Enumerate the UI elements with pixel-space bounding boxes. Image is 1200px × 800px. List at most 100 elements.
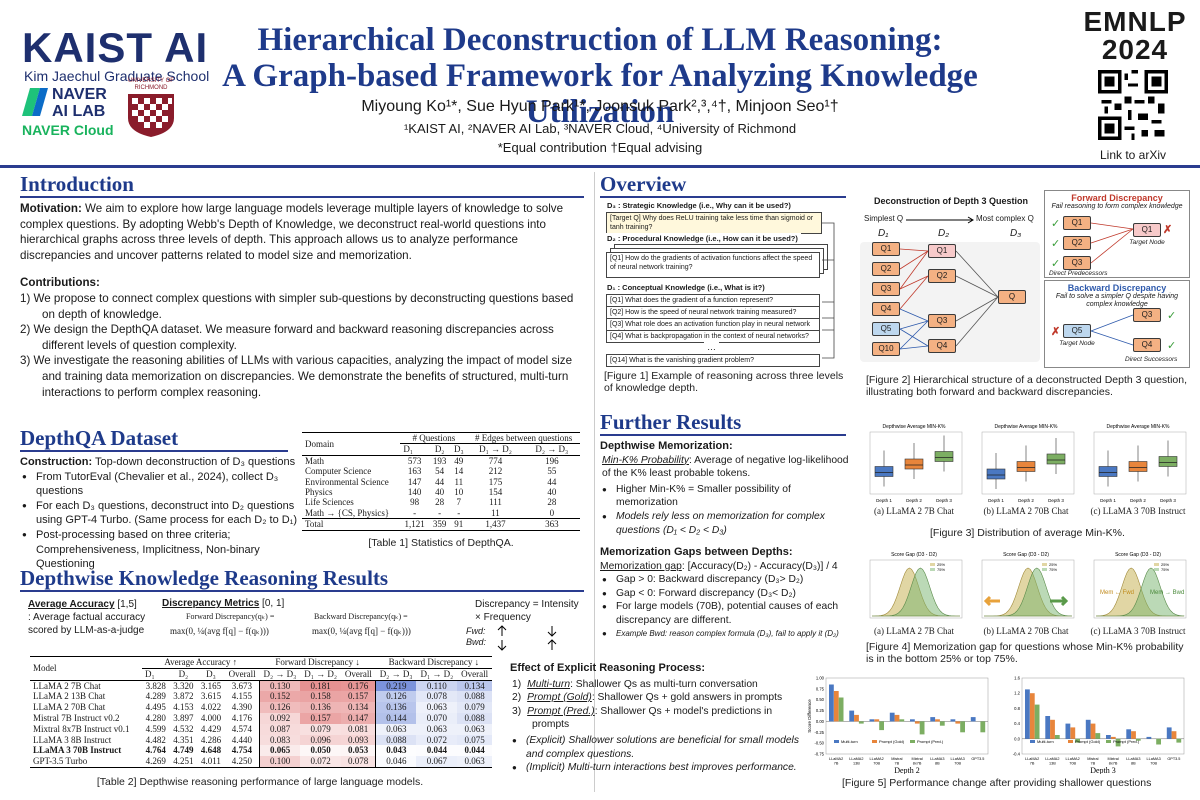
- t1-cell: Computer Science: [305, 466, 372, 477]
- fig5-xtick: Mistral: [891, 757, 902, 761]
- t2-cell: 0.063: [457, 723, 492, 735]
- fig5-xtick: LLaMA2: [849, 757, 863, 761]
- explicit-item: 1) Multi-turn: Shallower Qs as multi-turn…: [512, 678, 800, 692]
- figure-5-caption: [Figure 5] Performance change after prov…: [842, 777, 1152, 789]
- memorization-block: Depthwise Memorization: Min-K% Probabili…: [600, 440, 850, 537]
- ellipsis: …: [704, 342, 719, 353]
- fig5-bar-chart: 1.00 0.75 0.50 0.25 0.00 -0.25 -0.50 -0.75 LLaMA…: [807, 676, 989, 774]
- contribution-item: 3) We investigate the reasoning abilitie…: [20, 354, 573, 399]
- t1-cell: 175: [488, 476, 503, 487]
- t2-cell: 4.250: [224, 756, 260, 768]
- arxiv-qr-code[interactable]: [1098, 70, 1168, 140]
- t2-row: GPT-3.5 Turbo 4.269 4.251 4.011 4.250 0.100 0.…: [30, 756, 492, 768]
- t2-cell: 0.044: [464, 745, 485, 756]
- fig5-bar: [879, 721, 884, 731]
- t2-cell: 0.110: [416, 680, 458, 692]
- t2-cell: 0.046: [376, 756, 417, 767]
- t1-cell: 10: [454, 487, 464, 498]
- t2-cell: 4.574: [224, 723, 260, 735]
- gap-bullet: Gap > 0: Backward discrepancy (D₃> D₂): [600, 573, 852, 587]
- t2-cell: 4.011: [201, 756, 221, 767]
- d3-label: D₃: [1010, 228, 1022, 239]
- kaist-subtitle: Kim Jaechul Graduate School: [24, 68, 210, 84]
- figure-5: 1.00 0.75 0.50 0.25 0.00 -0.25 -0.50 -0.75 LLaMA…: [806, 674, 1196, 778]
- t1-sub: D₁: [403, 444, 413, 455]
- naver-line2: AI LAB: [52, 103, 106, 120]
- t2-cell: 0.067: [416, 756, 458, 768]
- fig5-bar: [1095, 733, 1101, 739]
- t1-cell: Physics: [305, 487, 333, 498]
- gap-label: Memorization gap: [600, 560, 682, 572]
- t1-cell: 54: [435, 466, 445, 477]
- t2-header-acc: Average Accuracy ↑: [142, 656, 260, 669]
- fig5-bar: [1090, 723, 1096, 739]
- naver-shape-icon: [22, 88, 48, 116]
- fig5-legend-entry: Multi-turn: [1037, 739, 1054, 744]
- fig5-bar: [833, 691, 839, 722]
- further-results-title: Further Results: [600, 410, 742, 434]
- t2-row: LLaMA 2 13B Chat 4.289 3.872 3.615 4.155 0.15…: [30, 691, 492, 703]
- fig3-title: Depthwise Average MIN-K%: [995, 424, 1059, 430]
- mem-bullet: Models rely less on memorization for com…: [600, 510, 850, 537]
- strategic-label: D₃ : Strategic Knowledge (i.e., Why can …: [604, 200, 794, 211]
- fig5-bar: [874, 719, 880, 722]
- t2-cell: LLaMA 2 7B Chat: [33, 680, 101, 691]
- t1-cell: 193: [432, 455, 447, 466]
- fig5-ylabel: Score Difference: [807, 699, 812, 733]
- naver-line1: NAVER: [52, 86, 107, 103]
- t2-cell: Mixtral 8x7B Instruct v0.1: [33, 723, 130, 734]
- fig4-density: Score Gap (D3 - D2)25%75% Mem ← Fwd Mem → …: [1093, 552, 1187, 619]
- t2-cell: 4.153: [173, 702, 194, 713]
- t1-row: Math → {CS, Physics} - - - 11 0: [302, 508, 580, 519]
- fig5-ytick: 0.0: [1014, 736, 1020, 741]
- t1-row: Computer Science 163 54 14 212 55: [302, 466, 580, 476]
- t2-cell: 0.136: [300, 702, 341, 713]
- fig4-density: Score Gap (D3 - D2)25%75%: [869, 552, 963, 619]
- t2-cell: Mistral 7B Instruct v0.2: [33, 712, 120, 723]
- t2-cell: 4.286: [200, 734, 222, 745]
- t1-cell: 154: [488, 487, 503, 498]
- t1-cell: 774: [488, 455, 503, 466]
- fig5-bar: [869, 719, 875, 722]
- title-line-2: A Graph-based Framework for Analyzing Kn…: [222, 58, 978, 130]
- fig5-bar: [914, 721, 920, 724]
- t2-cell: 3.897: [173, 712, 194, 723]
- fig5-bar: [858, 721, 864, 724]
- fig5-bar: [1029, 693, 1035, 739]
- dataset-divider: [20, 450, 288, 452]
- complexity-arrow: [906, 216, 974, 224]
- svg-text:Depth 3: Depth 3: [1160, 498, 1176, 503]
- t1-cell: 7: [456, 497, 462, 508]
- t1-cell: 55: [547, 466, 557, 477]
- svg-text:Depth 2: Depth 2: [906, 498, 922, 503]
- fig5-legend-entry: Prompt (Pred.): [917, 739, 944, 744]
- fig5-bar: [1176, 738, 1182, 743]
- t2-cell: 3.828: [145, 680, 166, 691]
- t1-cell: 212: [488, 466, 503, 477]
- simplest-label: Simplest Q: [864, 214, 904, 223]
- t2-subheader: D₂ → D₃: [379, 668, 413, 679]
- fig3-sublabel: (b) LLaMA 2 70B Chat: [983, 506, 1069, 516]
- t2-subheader: D₁ → D₂: [304, 668, 337, 679]
- fig5-xtick: LLaMA2: [1025, 757, 1039, 761]
- table-1: Domain # Questions # Edges between quest…: [302, 432, 580, 531]
- fig5-xtick: 8B: [1131, 762, 1136, 766]
- fig5-legend-entry: Prompt (Pred.): [1113, 739, 1140, 744]
- dataset-bullet: Post-processing based on three criteria;…: [20, 528, 302, 572]
- fig5-legend-entry: Prompt (Gold): [879, 739, 905, 744]
- fig5-bar: [939, 721, 945, 726]
- fig5-bar: [899, 719, 905, 722]
- d1-label: D₁: [878, 228, 889, 239]
- t2-cell: 4.176: [224, 712, 260, 724]
- graph-node-d1-q2: Q2: [872, 262, 900, 276]
- t1-row: Math 573 193 49 774 196: [302, 455, 580, 466]
- t2-cell: GPT-3.5 Turbo: [33, 756, 88, 767]
- t2-cell: 0.063: [416, 702, 458, 713]
- t1-cell: 111: [489, 497, 502, 508]
- fig5-ytick: 1.6: [1014, 676, 1020, 681]
- fig3-box: [1098, 466, 1118, 477]
- fig5-bar: [1110, 736, 1116, 739]
- fig5-bar: [960, 721, 965, 733]
- forward-desc: Fail reasoning to form complex knowledge: [1051, 203, 1183, 210]
- t1-cell: 98: [410, 497, 420, 508]
